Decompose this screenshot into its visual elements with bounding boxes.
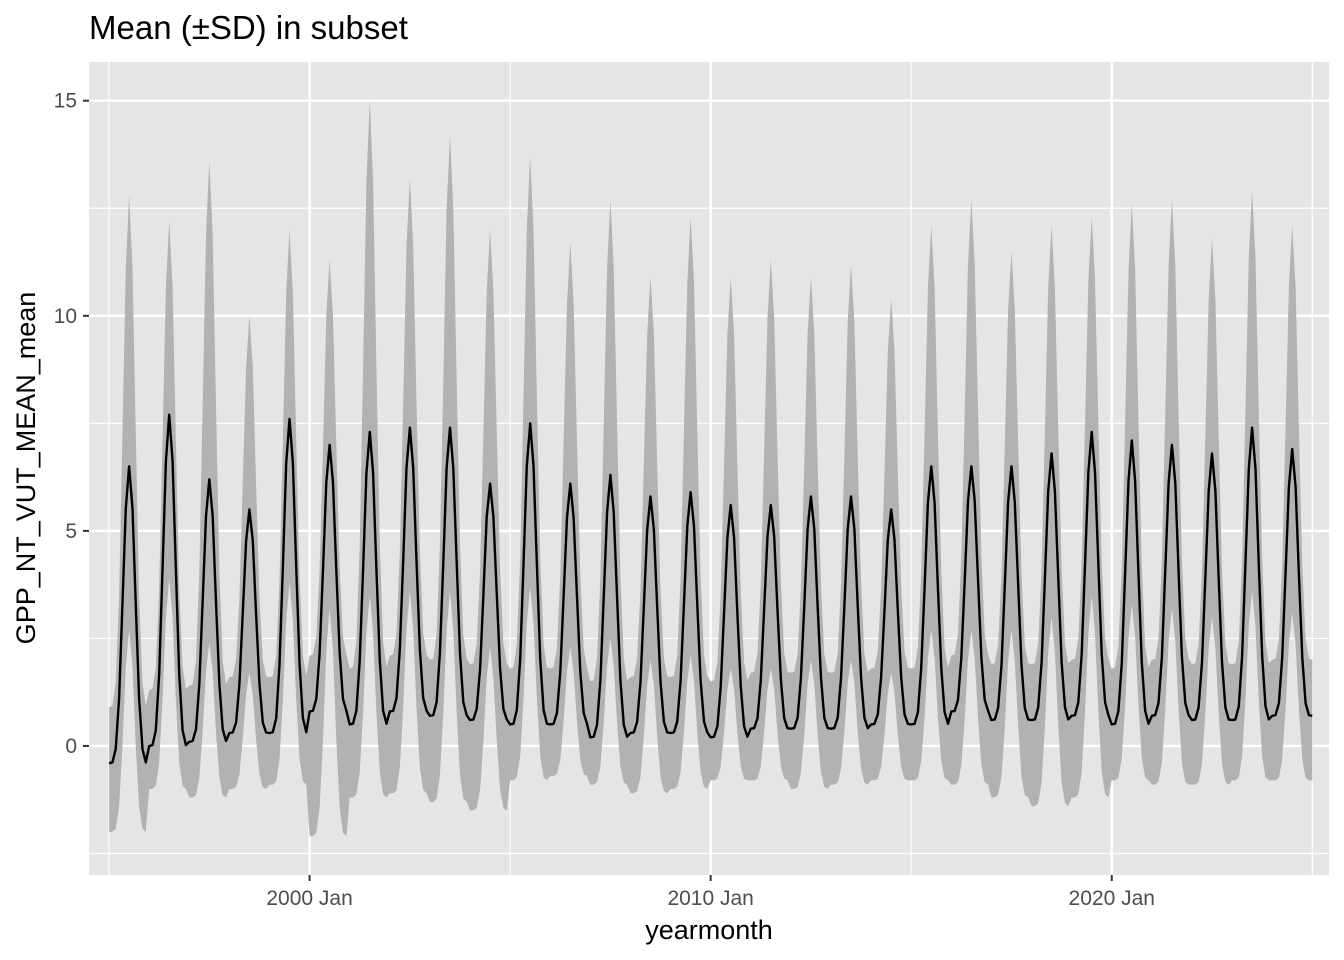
y-tick-label: 10 bbox=[54, 305, 77, 328]
y-axis: 0 5 10 15 bbox=[54, 90, 89, 758]
sd-ribbon bbox=[109, 100, 1313, 837]
chart-title: Mean (±SD) in subset bbox=[89, 9, 408, 46]
mean-line bbox=[108, 413, 1313, 765]
x-axis-title: yearmonth bbox=[645, 915, 773, 945]
y-tick-label: 5 bbox=[65, 520, 77, 543]
x-tick-label: 2000 Jan bbox=[266, 887, 352, 910]
y-tick-label: 15 bbox=[54, 90, 77, 113]
x-tick-label: 2010 Jan bbox=[667, 887, 753, 910]
y-tick-label: 0 bbox=[65, 735, 77, 758]
x-axis: 2000 Jan 2010 Jan 2020 Jan bbox=[266, 875, 1155, 910]
y-axis-title: GPP_NT_VUT_MEAN_mean bbox=[11, 292, 41, 645]
grid-major bbox=[89, 62, 1329, 875]
x-tick-label: 2020 Jan bbox=[1069, 887, 1155, 910]
